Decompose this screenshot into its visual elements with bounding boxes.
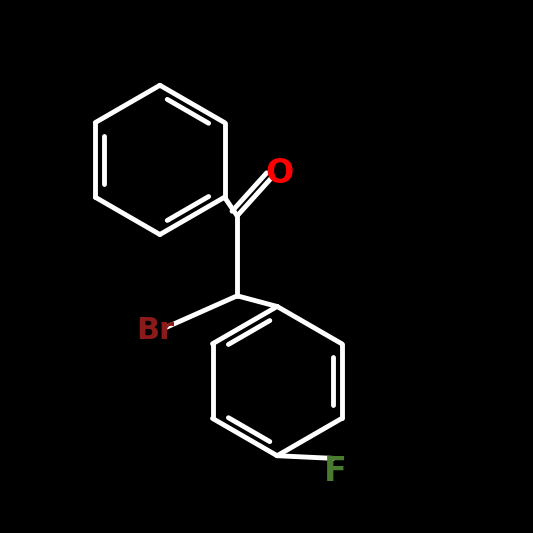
Text: Br: Br [136,316,174,345]
Text: O: O [265,157,294,190]
Text: F: F [325,455,347,488]
